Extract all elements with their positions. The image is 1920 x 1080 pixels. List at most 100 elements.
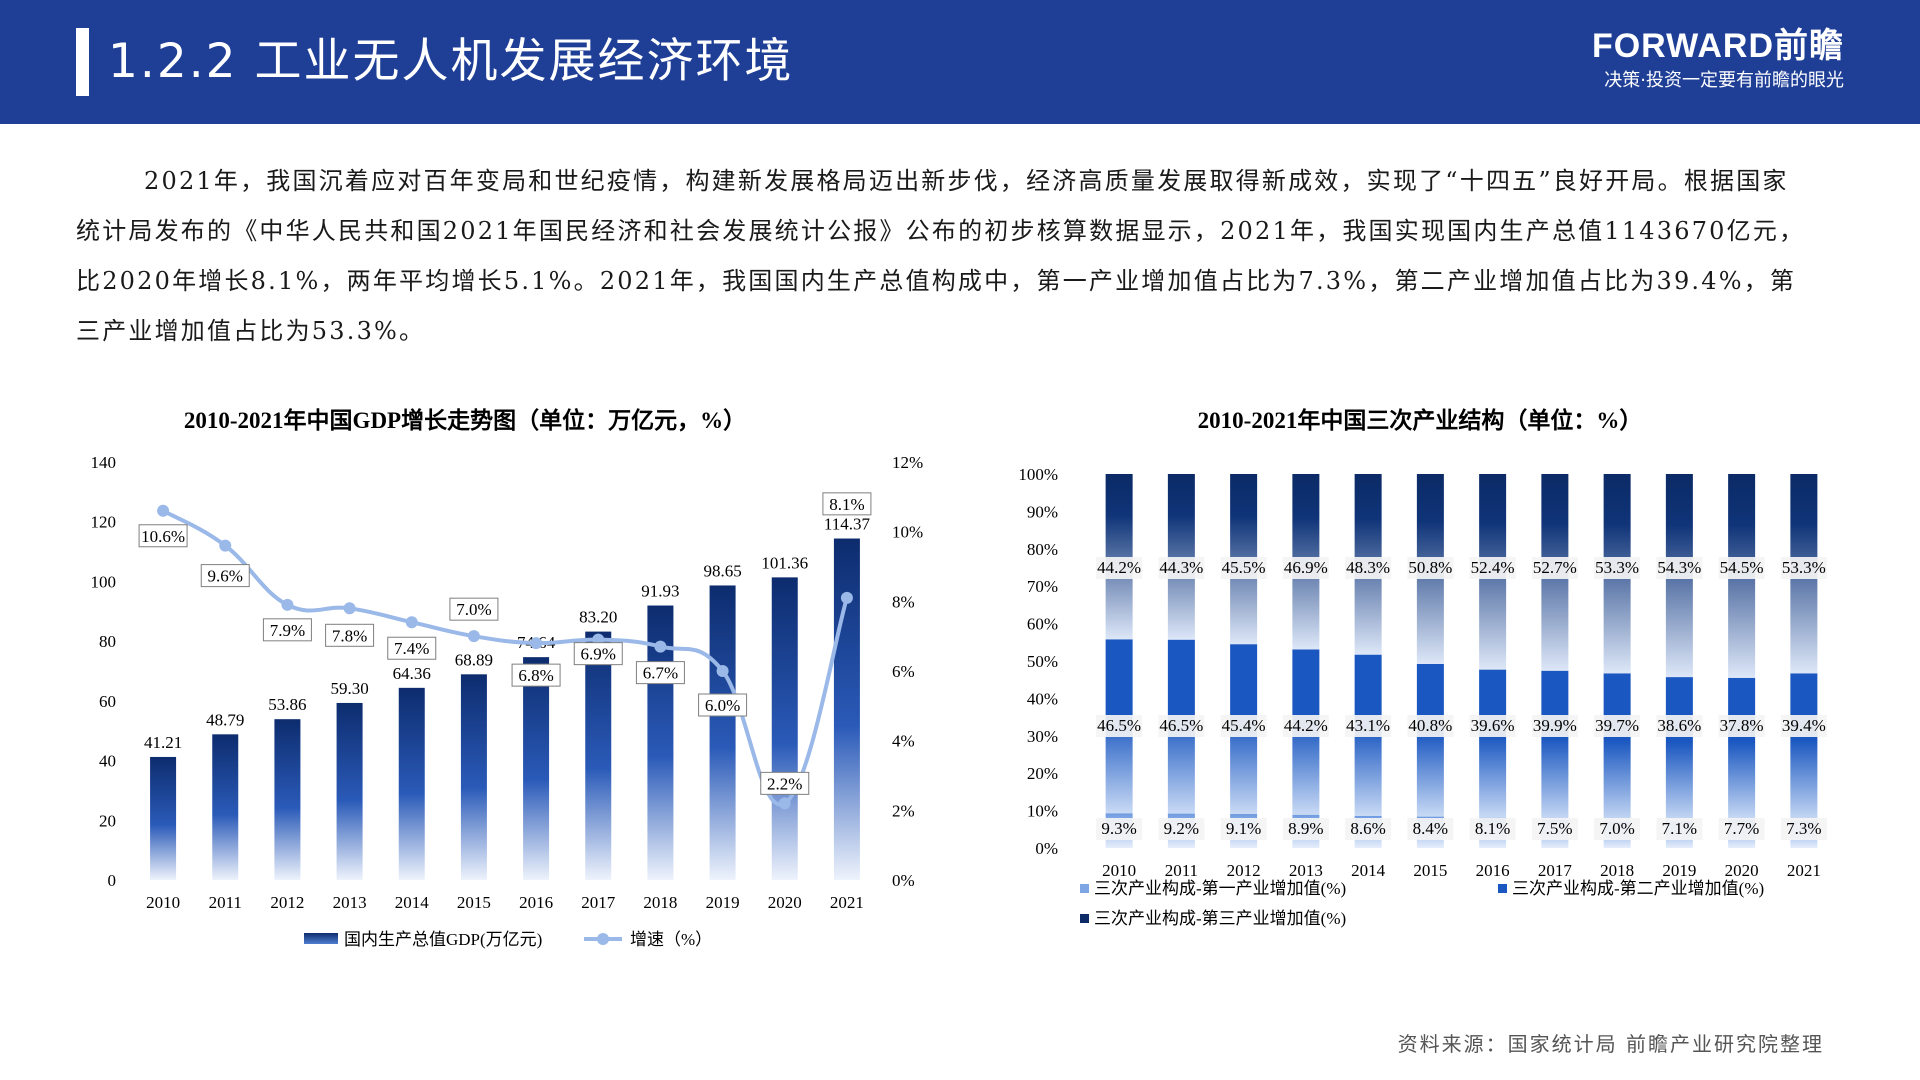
secondary-industry-bar <box>1728 677 1756 820</box>
x-tick-label: 2018 <box>1600 861 1634 880</box>
segment-label-box <box>1469 715 1516 737</box>
segment-label: 52.4% <box>1471 558 1515 577</box>
segment-label-box <box>1469 818 1516 840</box>
growth-line <box>162 509 849 807</box>
segment-label-box <box>1282 715 1329 737</box>
growth-label-box <box>387 636 437 660</box>
y-tick-label: 100 <box>91 572 117 591</box>
segment-label-box <box>1718 715 1765 737</box>
y-tick-label: 20 <box>99 811 116 830</box>
segment-label: 54.3% <box>1657 558 1701 577</box>
legend-swatch-tertiary <box>1080 914 1089 923</box>
segment-label-box <box>1469 557 1516 579</box>
segment-label: 48.3% <box>1346 558 1390 577</box>
segment-label: 8.1% <box>1475 819 1510 838</box>
y-tick-label: 0 <box>108 871 117 890</box>
segment-label: 45.5% <box>1222 558 1266 577</box>
y-tick-label: 70% <box>1027 577 1058 596</box>
segment-label: 46.9% <box>1284 558 1328 577</box>
segment-label: 7.1% <box>1662 819 1697 838</box>
gdp-bar <box>709 585 736 880</box>
gdp-bar-label: 41.21 <box>144 733 182 752</box>
segment-label-box <box>1780 557 1827 579</box>
gdp-bar-label: 91.93 <box>641 582 679 601</box>
y-tick-label: 140 <box>91 453 117 472</box>
segment-label: 46.5% <box>1097 716 1141 735</box>
growth-label-box <box>138 524 188 548</box>
tertiary-industry-bar <box>1167 474 1195 640</box>
segment-label-box <box>1220 818 1267 840</box>
segment-label-box <box>1407 715 1454 737</box>
segment-label: 8.9% <box>1288 819 1323 838</box>
segment-label-box <box>1531 818 1578 840</box>
growth-label: 9.6% <box>208 567 243 586</box>
legend-label-gdp: 国内生产总值GDP(万亿元) <box>344 930 542 949</box>
y-tick-label: 10% <box>1027 802 1058 821</box>
x-tick-label: 2016 <box>519 893 553 912</box>
secondary-industry-bar <box>1416 663 1444 817</box>
growth-label: 6.9% <box>581 645 616 664</box>
gdp-bar-label: 64.36 <box>393 664 431 683</box>
growth-label-box <box>449 597 499 621</box>
growth-label-box <box>760 771 810 795</box>
secondary-industry-bar <box>1541 670 1569 820</box>
x-tick-label: 2015 <box>1413 861 1447 880</box>
growth-label: 7.0% <box>456 600 491 619</box>
growth-label: 6.7% <box>643 664 678 683</box>
growth-label: 10.6% <box>141 527 185 546</box>
segment-label-box <box>1220 715 1267 737</box>
segment-label-box <box>1282 818 1329 840</box>
segment-label: 9.2% <box>1164 819 1199 838</box>
segment-label-box <box>1158 557 1205 579</box>
segment-label-box <box>1345 715 1392 737</box>
segment-label-box <box>1780 715 1827 737</box>
gdp-legend: 国内生产总值GDP(万亿元) 增速（%） <box>304 930 712 949</box>
x-tick-label: 2020 <box>768 893 802 912</box>
legend-swatch-secondary <box>1498 884 1507 893</box>
gdp-bar-label: 53.86 <box>268 695 306 714</box>
segment-label-box <box>1407 557 1454 579</box>
gdp-bar <box>274 719 301 880</box>
y2-tick-label: 10% <box>892 523 923 542</box>
gdp-bar-label: 48.79 <box>206 710 244 729</box>
growth-label-box <box>635 661 685 685</box>
gdp-bar-label: 114.37 <box>824 515 871 534</box>
segment-label-box <box>1158 818 1205 840</box>
x-tick-label: 2021 <box>1787 861 1821 880</box>
gdp-bar-label: 83.20 <box>579 608 617 627</box>
x-tick-label: 2012 <box>270 893 304 912</box>
growth-label: 2.2% <box>767 774 802 793</box>
gdp-bar-label: 98.65 <box>703 561 741 580</box>
growth-label: 8.1% <box>829 495 864 514</box>
segment-label: 45.4% <box>1222 716 1266 735</box>
y2-tick-label: 2% <box>892 801 915 820</box>
growth-point <box>840 591 853 604</box>
x-tick-label: 2021 <box>830 893 864 912</box>
growth-label-box <box>822 492 872 516</box>
segment-label: 7.0% <box>1599 819 1634 838</box>
segment-label: 7.3% <box>1786 819 1821 838</box>
growth-point <box>343 602 356 615</box>
structure-chart-title: 2010-2021年中国三次产业结构（单位：%） <box>1198 407 1643 433</box>
x-tick-label: 2019 <box>706 893 740 912</box>
gdp-bar-label: 101.36 <box>761 553 808 572</box>
segment-label-box <box>1718 557 1765 579</box>
y-tick-label: 90% <box>1027 502 1058 521</box>
y-tick-label: 30% <box>1027 727 1058 746</box>
segment-label-box <box>1718 818 1765 840</box>
growth-point <box>467 630 480 643</box>
segment-label-box <box>1594 715 1641 737</box>
segment-label-box <box>1096 715 1143 737</box>
segment-label: 8.6% <box>1350 819 1385 838</box>
growth-point <box>281 598 294 611</box>
gdp-bar-label: 68.89 <box>455 650 493 669</box>
x-tick-label: 2017 <box>1538 861 1573 880</box>
y-tick-label: 50% <box>1027 652 1058 671</box>
x-tick-label: 2010 <box>146 893 180 912</box>
segment-label: 39.9% <box>1533 716 1577 735</box>
y2-tick-label: 6% <box>892 662 915 681</box>
header-banner: 1.2.2 工业无人机发展经济环境 FORWARD前瞻 决策·投资一定要有前瞻的… <box>0 0 1920 124</box>
segment-label: 38.6% <box>1657 716 1701 735</box>
segment-label-box <box>1345 818 1392 840</box>
segment-label-box <box>1656 557 1703 579</box>
